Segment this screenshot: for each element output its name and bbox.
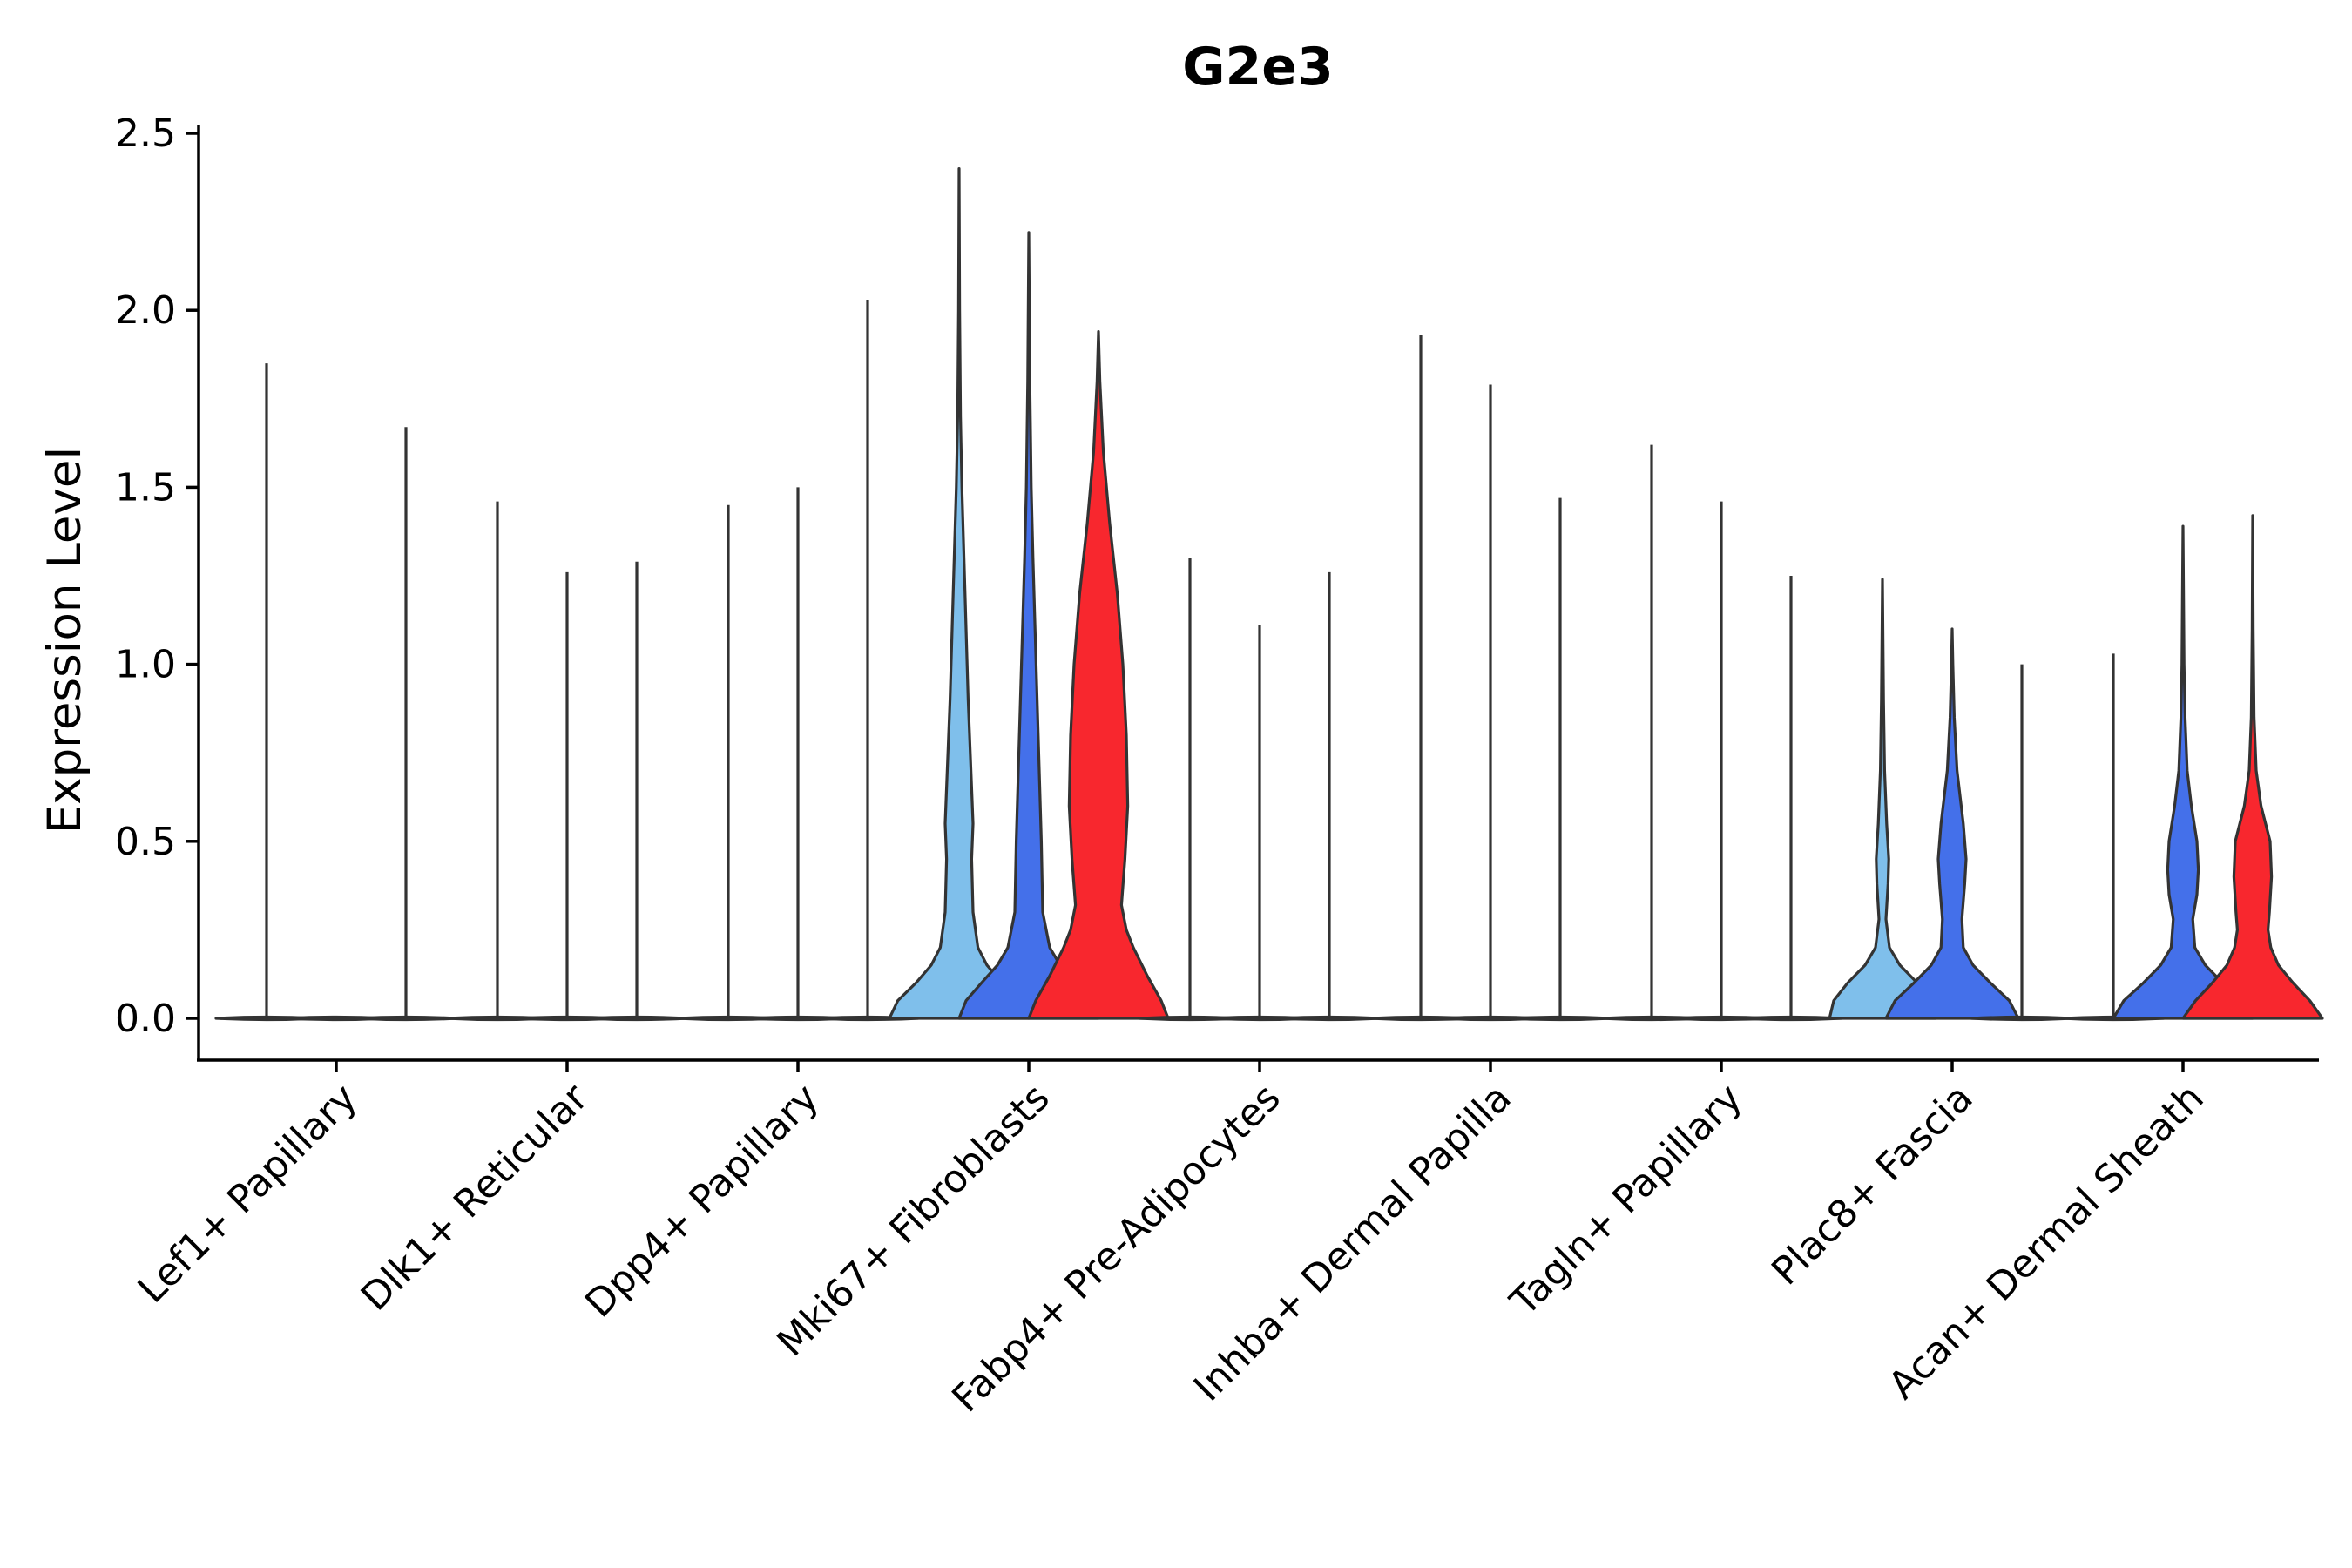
violin-1 [1828, 578, 1937, 1020]
violins [214, 167, 2324, 1022]
y-tick-label: 1.0 [115, 643, 176, 687]
y-tick-label: 2.5 [115, 112, 176, 156]
y-tick-label: 1.5 [115, 465, 176, 510]
x-tick-label: Dlk1+ Reticular [353, 1075, 598, 1320]
violin-3 [1027, 330, 1170, 1020]
violin-2 [1884, 627, 2020, 1020]
chart-title: G2e3 [1182, 37, 1333, 98]
y-ticks: 0.0 0.5 1.0 1.5 2.0 2.5 [115, 112, 199, 1041]
y-tick-label: 0.0 [115, 997, 176, 1041]
x-tick-label: Lef1+ Papillary [130, 1076, 366, 1312]
axes [197, 125, 2319, 1062]
x-tick-label: Plac8+ Fascia [1763, 1076, 1982, 1294]
violin-3 [2181, 514, 2324, 1020]
y-tick-label: 2.0 [115, 288, 176, 333]
y-axis-label: Expression Level [38, 447, 91, 834]
x-tick-label: Dpp4+ Papillary [577, 1076, 828, 1327]
violin-2 [2112, 524, 2254, 1020]
violin-1 [888, 167, 1031, 1020]
x-tick-label: Tagln+ Papillary [1502, 1076, 1751, 1325]
violin-2 [957, 231, 1100, 1020]
y-tick-label: 0.5 [115, 820, 176, 864]
